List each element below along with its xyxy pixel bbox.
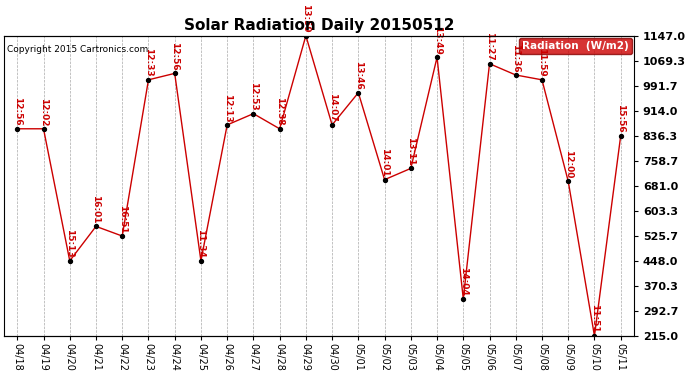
Point <box>457 296 469 302</box>
Text: 12:00: 12:00 <box>564 150 573 178</box>
Point <box>484 61 495 67</box>
Point <box>169 70 180 76</box>
Text: 16:51: 16:51 <box>118 205 127 233</box>
Point <box>195 258 206 264</box>
Text: 13:11: 13:11 <box>406 137 415 166</box>
Point <box>38 126 49 132</box>
Text: Copyright 2015 Cartronics.com: Copyright 2015 Cartronics.com <box>8 45 148 54</box>
Title: Solar Radiation Daily 20150512: Solar Radiation Daily 20150512 <box>184 18 454 33</box>
Legend: Radiation  (W/m2): Radiation (W/m2) <box>519 38 632 54</box>
Point <box>589 333 600 339</box>
Point <box>300 33 311 39</box>
Text: 14:01: 14:01 <box>380 148 389 177</box>
Point <box>117 233 128 239</box>
Text: 12:33: 12:33 <box>144 48 153 77</box>
Point <box>326 122 337 128</box>
Text: 13:46: 13:46 <box>354 61 363 90</box>
Point <box>353 90 364 96</box>
Point <box>12 126 23 132</box>
Point <box>379 177 390 183</box>
Text: 11:51: 11:51 <box>590 304 599 333</box>
Text: 12:56: 12:56 <box>13 98 22 126</box>
Point <box>536 77 547 83</box>
Point <box>405 165 416 171</box>
Text: 12:56: 12:56 <box>170 42 179 70</box>
Text: 12:02: 12:02 <box>39 98 48 126</box>
Text: 11:27: 11:27 <box>485 32 494 61</box>
Point <box>274 126 285 132</box>
Text: 14:04: 14:04 <box>459 267 468 296</box>
Text: 14:07: 14:07 <box>328 93 337 122</box>
Text: 12:13: 12:13 <box>223 93 232 122</box>
Text: 15:13: 15:13 <box>66 230 75 258</box>
Text: 16:01: 16:01 <box>92 195 101 223</box>
Point <box>563 178 574 184</box>
Point <box>143 77 154 83</box>
Point <box>248 111 259 117</box>
Point <box>221 122 233 128</box>
Point <box>64 258 75 264</box>
Text: 11:59: 11:59 <box>538 48 546 77</box>
Point <box>510 72 521 78</box>
Text: 11:34: 11:34 <box>197 229 206 258</box>
Text: 13:49: 13:49 <box>433 26 442 54</box>
Point <box>431 54 442 60</box>
Text: 11:36: 11:36 <box>511 44 520 72</box>
Text: 13:59: 13:59 <box>302 4 310 33</box>
Text: 12:53: 12:53 <box>249 82 258 111</box>
Point <box>90 224 101 230</box>
Point <box>615 133 627 139</box>
Text: 15:56: 15:56 <box>616 105 625 133</box>
Text: 12:38: 12:38 <box>275 98 284 126</box>
